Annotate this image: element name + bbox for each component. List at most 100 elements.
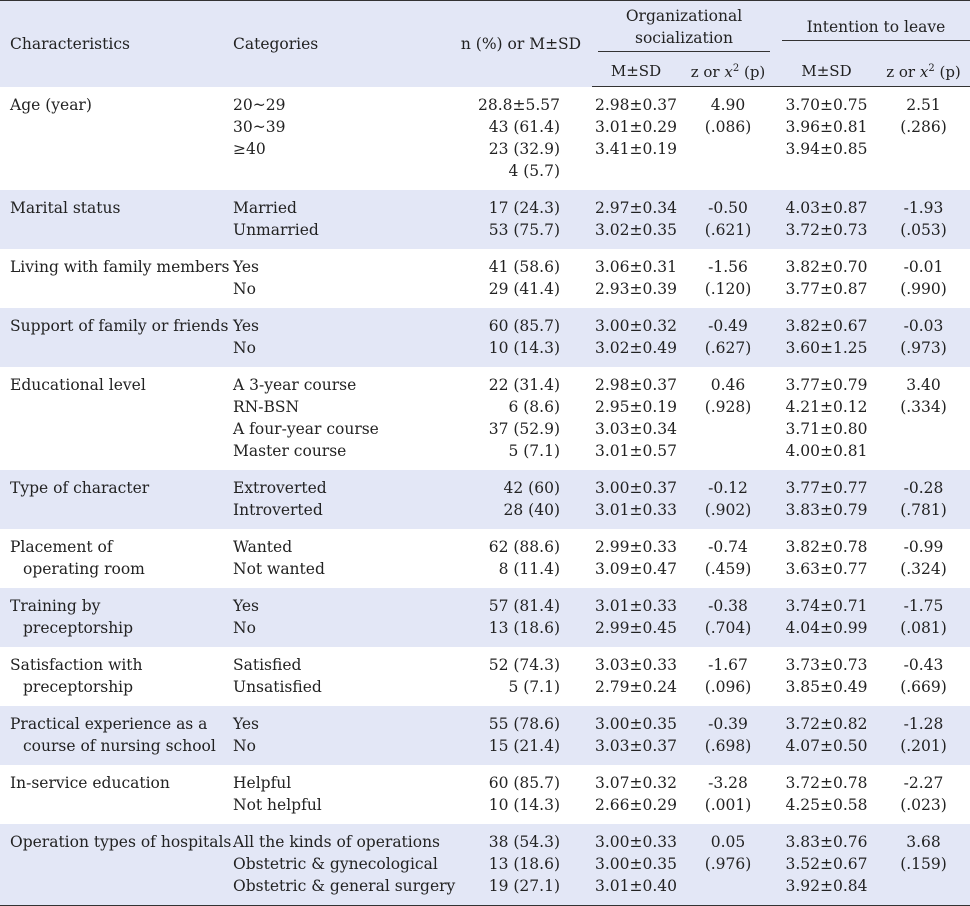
os-msd-value: 3.41±0.19 <box>594 140 677 158</box>
os-msd-cell: 2.98±0.37 2.95±0.19 3.03±0.34 3.01±0.57 <box>592 367 680 470</box>
os-test-cell: -0.38 (.704) <box>680 587 776 647</box>
table-row: Support of family or friends Yes No 60 (85.… <box>0 307 970 367</box>
il-msd-value: 3.72±0.78 <box>785 773 868 792</box>
il-msd-value: 3.82±0.67 <box>785 316 868 335</box>
category-value: No <box>233 279 256 298</box>
il-msd-value: 3.83±0.76 <box>785 832 868 851</box>
il-test-cell: -0.43 (.669) <box>877 647 970 706</box>
il-msd-cell: 3.77±0.77 3.83±0.79 <box>776 469 877 529</box>
il-msd-value: 3.96±0.81 <box>785 118 868 136</box>
os-test-value: (.096) <box>704 677 752 696</box>
os-test-value: (.621) <box>704 220 752 239</box>
category-value: Obstetric & gynecological <box>233 854 438 873</box>
os-msd-value: 2.93±0.39 <box>594 279 677 298</box>
os-test-value: -0.50 <box>708 198 748 217</box>
category-value: 30~39 <box>233 117 286 136</box>
characteristic-value: Satisfaction with <box>10 655 143 674</box>
n-percent-value: 38 (54.3) <box>488 832 560 851</box>
il-msd-value: 3.83±0.79 <box>785 500 868 519</box>
characteristic-value: Support of family or friends <box>10 316 229 335</box>
il-test-cell: -1.28 (.201) <box>877 705 970 765</box>
il-msd-value: 3.63±0.77 <box>785 559 868 578</box>
il-test-value: (.324) <box>900 559 947 578</box>
os-msd-value: 3.00±0.37 <box>594 478 677 497</box>
il-test-cell: 3.40 (.334) <box>877 367 970 470</box>
category-value: A four-year course <box>233 419 379 438</box>
il-msd-value: 3.94±0.85 <box>785 140 868 158</box>
n-percent-value: 4 (5.7) <box>508 161 560 180</box>
il-test-value: (.023) <box>900 795 947 814</box>
il-msd-value: 3.77±0.77 <box>785 478 868 497</box>
n-percent-value: 15 (21.4) <box>488 736 560 755</box>
os-msd-value: 2.99±0.33 <box>594 537 677 556</box>
il-msd-value: 3.71±0.80 <box>785 419 868 438</box>
category-value: Master course <box>233 441 347 460</box>
category-cell: Yes No <box>233 587 450 647</box>
n-percent-cell: 42 (60) 28 (40) <box>450 469 592 529</box>
il-test-value: 3.40 <box>906 375 941 394</box>
os-test-cell: -1.67 (.096) <box>680 647 776 706</box>
il-test-value: -0.28 <box>903 478 944 497</box>
os-test-value: (.704) <box>704 618 752 637</box>
os-test-cell: 4.90 (.086) <box>680 87 776 190</box>
os-msd-cell: 3.07±0.32 2.66±0.29 <box>592 765 680 824</box>
category-cell: 20~29 30~39 ≥40 <box>233 87 450 190</box>
n-percent-cell: 60 (85.7) 10 (14.3) <box>450 307 592 367</box>
characteristic-cell: Training by preceptorship <box>0 587 233 647</box>
category-cell: All the kinds of operations Obstetric & g… <box>233 823 456 906</box>
os-test-cell: -1.56 (.120) <box>680 249 776 308</box>
il-msd-cell: 3.77±0.79 4.21±0.12 3.71±0.80 4.00±0.81 <box>776 367 877 470</box>
table-row: Educational level A 3-year course RN-BSN A … <box>0 367 970 470</box>
os-test-cell: 0.05 (.976) <box>680 823 776 906</box>
characteristic-value: preceptorship <box>23 677 134 696</box>
il-msd-value: 3.70±0.75 <box>785 96 868 114</box>
il-msd-value: 3.73±0.73 <box>785 655 868 674</box>
os-msd-value: 2.99±0.45 <box>594 618 677 637</box>
os-test-value: (.086) <box>704 118 752 136</box>
n-percent-value: 62 (88.6) <box>488 537 560 556</box>
header-organizational-socialization: Organizational socialization <box>592 0 776 55</box>
n-percent-value: 37 (52.9) <box>488 419 560 438</box>
il-msd-value: 3.77±0.87 <box>785 279 868 298</box>
n-percent-value: 55 (78.6) <box>488 714 560 733</box>
os-test-value: (.459) <box>704 559 752 578</box>
table-body: Age (year) 20~29 30~39 ≥40 28.8±5.57 43 (61.4… <box>0 87 970 906</box>
os-test-value: -3.28 <box>708 773 748 792</box>
os-msd-value: 3.01±0.33 <box>594 596 677 615</box>
os-msd-value: 3.01±0.57 <box>594 441 677 460</box>
os-msd-cell: 2.98±0.37 3.01±0.29 3.41±0.19 <box>592 87 680 190</box>
os-msd-cell: 3.00±0.35 3.03±0.37 <box>592 705 680 765</box>
n-percent-value: 28 (40) <box>503 500 560 519</box>
header-categories: Categories <box>233 0 450 87</box>
il-test-value: -0.99 <box>903 537 944 556</box>
n-percent-value: 52 (74.3) <box>488 655 560 674</box>
os-test-value: -0.39 <box>708 714 748 733</box>
characteristic-value: In-service education <box>10 773 170 792</box>
il-test-value: 2.51 <box>906 96 941 114</box>
os-test-cell: -0.49 (.627) <box>680 307 776 367</box>
os-msd-cell: 3.00±0.32 3.02±0.49 <box>592 307 680 367</box>
n-percent-value: 43 (61.4) <box>488 117 560 136</box>
os-test-value: 0.05 <box>710 832 746 851</box>
il-test-value: (.201) <box>900 736 947 755</box>
n-percent-cell: 41 (58.6) 29 (41.4) <box>450 249 592 308</box>
n-percent-value: 13 (18.6) <box>488 618 560 637</box>
n-percent-value: 5 (7.1) <box>508 677 560 696</box>
category-cell: Yes No <box>233 307 450 367</box>
il-msd-value: 3.85±0.49 <box>785 677 868 696</box>
il-test-value: -2.27 <box>903 773 944 792</box>
os-test-value: (.902) <box>704 500 752 519</box>
category-value: Obstetric & general surgery <box>233 876 456 895</box>
il-test-value: (.990) <box>900 279 947 298</box>
category-value: Not wanted <box>233 559 325 578</box>
il-test-value: -0.43 <box>903 655 944 674</box>
characteristic-cell: In-service education <box>0 765 233 824</box>
category-value: Yes <box>233 596 260 615</box>
characteristic-value: Educational level <box>10 375 146 394</box>
category-value: Not helpful <box>233 795 322 814</box>
category-value: All the kinds of operations <box>233 832 441 851</box>
category-value: Satisfied <box>233 655 302 674</box>
os-test-value: (.627) <box>704 338 752 357</box>
os-msd-value: 3.03±0.37 <box>594 736 677 755</box>
os-test-value: -1.67 <box>708 655 748 674</box>
